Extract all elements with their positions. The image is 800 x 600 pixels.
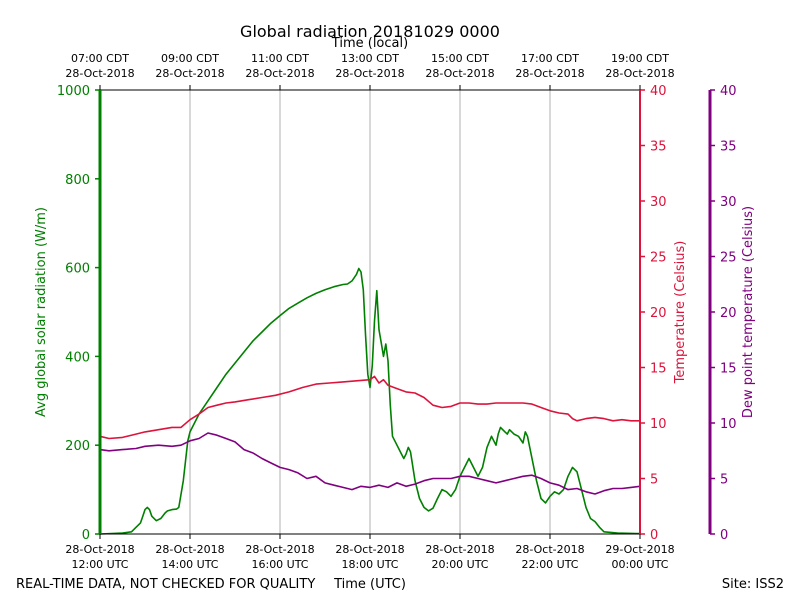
- left-tick-label: 200: [65, 439, 90, 454]
- right-tick-label: 25: [650, 251, 667, 266]
- series-line-avg-global-solar-radiation: [99, 267, 641, 535]
- right-axis-label: Temperature (Celsius): [673, 241, 688, 385]
- top-tick-time: 17:00 CDT: [521, 52, 579, 65]
- top-tick-date: 28-Oct-2018: [65, 67, 134, 80]
- top-tick-time: 11:00 CDT: [251, 52, 309, 65]
- grid-lines: [189, 90, 551, 534]
- top-tick-date: 28-Oct-2018: [155, 67, 224, 80]
- top-tick-time: 19:00 CDT: [611, 52, 669, 65]
- bottom-tick-time: 16:00 UTC: [251, 558, 308, 571]
- left-tick-label: 800: [65, 173, 90, 188]
- series-layer: [99, 267, 641, 535]
- bottom-tick-time: 22:00 UTC: [521, 558, 578, 571]
- right-axis-ticks: 0 5 10 15 20 25 30 35 40: [640, 84, 667, 543]
- top-axis-label: Time (local): [331, 36, 408, 51]
- far-right-tick-label: 40: [720, 84, 737, 99]
- top-axis-ticks: 07:00 CDT 28-Oct-2018 09:00 CDT 28-Oct-2018…: [65, 52, 675, 90]
- right-tick-label: 35: [650, 140, 667, 155]
- far-right-tick-label: 35: [720, 140, 737, 155]
- left-tick-label: 1000: [57, 84, 90, 99]
- left-axis-label: Avg global solar radiation (W/m): [34, 207, 49, 417]
- far-right-axis-label: Dew point temperature (Celsius): [741, 206, 756, 418]
- top-tick-time: 09:00 CDT: [161, 52, 219, 65]
- bottom-tick-time: 00:00 UTC: [611, 558, 668, 571]
- bottom-tick-date: 28-Oct-2018: [335, 543, 404, 556]
- bottom-tick-date: 28-Oct-2018: [65, 543, 134, 556]
- x-axis-label: Time (UTC): [333, 577, 406, 592]
- right-tick-label: 40: [650, 84, 667, 99]
- top-tick-time: 07:00 CDT: [71, 52, 129, 65]
- top-tick-date: 28-Oct-2018: [335, 67, 404, 80]
- top-tick-time: 15:00 CDT: [431, 52, 489, 65]
- bottom-tick-date: 28-Oct-2018: [245, 543, 314, 556]
- right-tick-label: 5: [650, 473, 658, 488]
- top-tick-date: 28-Oct-2018: [425, 67, 494, 80]
- bottom-tick-date: 29-Oct-2018: [605, 543, 674, 556]
- bottom-tick-time: 12:00 UTC: [71, 558, 128, 571]
- left-tick-label: 0: [82, 528, 90, 543]
- left-tick-label: 600: [65, 262, 90, 277]
- right-tick-label: 15: [650, 362, 667, 377]
- bottom-tick-time: 14:00 UTC: [161, 558, 218, 571]
- right-tick-label: 30: [650, 195, 667, 210]
- series-line-temperature: [99, 375, 640, 440]
- site-label: Site: ISS2: [722, 577, 784, 592]
- top-tick-time: 13:00 CDT: [341, 52, 399, 65]
- bottom-tick-date: 28-Oct-2018: [425, 543, 494, 556]
- far-right-tick-label: 30: [720, 195, 737, 210]
- bottom-tick-date: 28-Oct-2018: [155, 543, 224, 556]
- bottom-axis-ticks: 28-Oct-2018 12:00 UTC 28-Oct-2018 14:00 UTC…: [65, 534, 675, 571]
- bottom-tick-date: 28-Oct-2018: [515, 543, 584, 556]
- quality-disclaimer: REAL-TIME DATA, NOT CHECKED FOR QUALITY: [16, 577, 315, 592]
- left-tick-label: 400: [65, 350, 90, 365]
- bottom-tick-time: 20:00 UTC: [431, 558, 488, 571]
- top-tick-date: 28-Oct-2018: [515, 67, 584, 80]
- far-right-tick-label: 25: [720, 251, 737, 266]
- chart-title: Global radiation 20181029 0000: [240, 22, 500, 41]
- far-right-tick-label: 10: [720, 417, 737, 432]
- top-tick-date: 28-Oct-2018: [245, 67, 314, 80]
- bottom-tick-time: 18:00 UTC: [341, 558, 398, 571]
- right-tick-label: 20: [650, 306, 667, 321]
- right-tick-label: 10: [650, 417, 667, 432]
- far-right-axis-ticks: 0 5 10 15 20 25 30 35 40: [710, 84, 737, 543]
- series-line-dew-point-temperature: [99, 432, 641, 495]
- far-right-tick-label: 0: [720, 528, 728, 543]
- right-tick-label: 0: [650, 528, 658, 543]
- left-axis-ticks: 0 200 400 600 800 1000: [57, 84, 100, 543]
- far-right-tick-label: 15: [720, 362, 737, 377]
- top-tick-date: 28-Oct-2018: [605, 67, 674, 80]
- far-right-tick-label: 5: [720, 473, 728, 488]
- far-right-tick-label: 20: [720, 306, 737, 321]
